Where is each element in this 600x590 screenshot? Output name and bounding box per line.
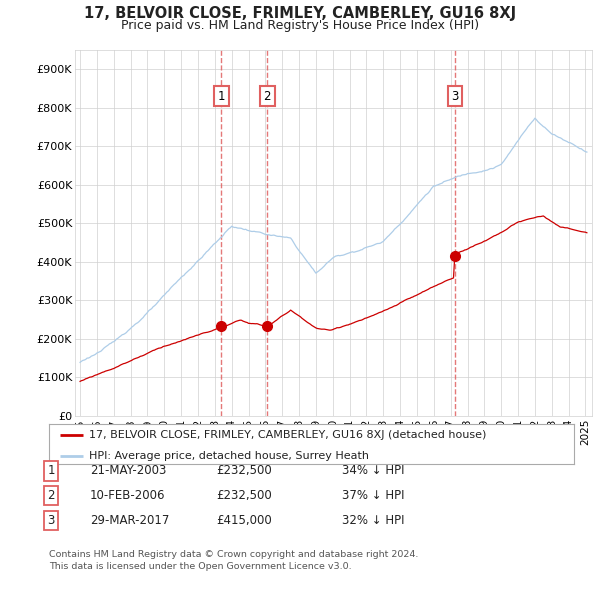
Text: 3: 3 (451, 90, 458, 103)
Text: 32% ↓ HPI: 32% ↓ HPI (342, 514, 404, 527)
Text: 17, BELVOIR CLOSE, FRIMLEY, CAMBERLEY, GU16 8XJ: 17, BELVOIR CLOSE, FRIMLEY, CAMBERLEY, G… (84, 6, 516, 21)
Text: £232,500: £232,500 (216, 464, 272, 477)
Text: 29-MAR-2017: 29-MAR-2017 (90, 514, 169, 527)
Text: 1: 1 (217, 90, 225, 103)
Text: 3: 3 (47, 514, 55, 527)
Text: 10-FEB-2006: 10-FEB-2006 (90, 489, 166, 502)
Text: This data is licensed under the Open Government Licence v3.0.: This data is licensed under the Open Gov… (49, 562, 352, 571)
Text: £415,000: £415,000 (216, 514, 272, 527)
Text: 2: 2 (47, 489, 55, 502)
Text: £232,500: £232,500 (216, 489, 272, 502)
Text: HPI: Average price, detached house, Surrey Heath: HPI: Average price, detached house, Surr… (89, 451, 368, 461)
Text: 34% ↓ HPI: 34% ↓ HPI (342, 464, 404, 477)
Text: 17, BELVOIR CLOSE, FRIMLEY, CAMBERLEY, GU16 8XJ (detached house): 17, BELVOIR CLOSE, FRIMLEY, CAMBERLEY, G… (89, 431, 486, 441)
Text: Price paid vs. HM Land Registry's House Price Index (HPI): Price paid vs. HM Land Registry's House … (121, 19, 479, 32)
Text: 2: 2 (263, 90, 271, 103)
Text: 1: 1 (47, 464, 55, 477)
Text: Contains HM Land Registry data © Crown copyright and database right 2024.: Contains HM Land Registry data © Crown c… (49, 550, 419, 559)
Text: 21-MAY-2003: 21-MAY-2003 (90, 464, 166, 477)
Text: 37% ↓ HPI: 37% ↓ HPI (342, 489, 404, 502)
